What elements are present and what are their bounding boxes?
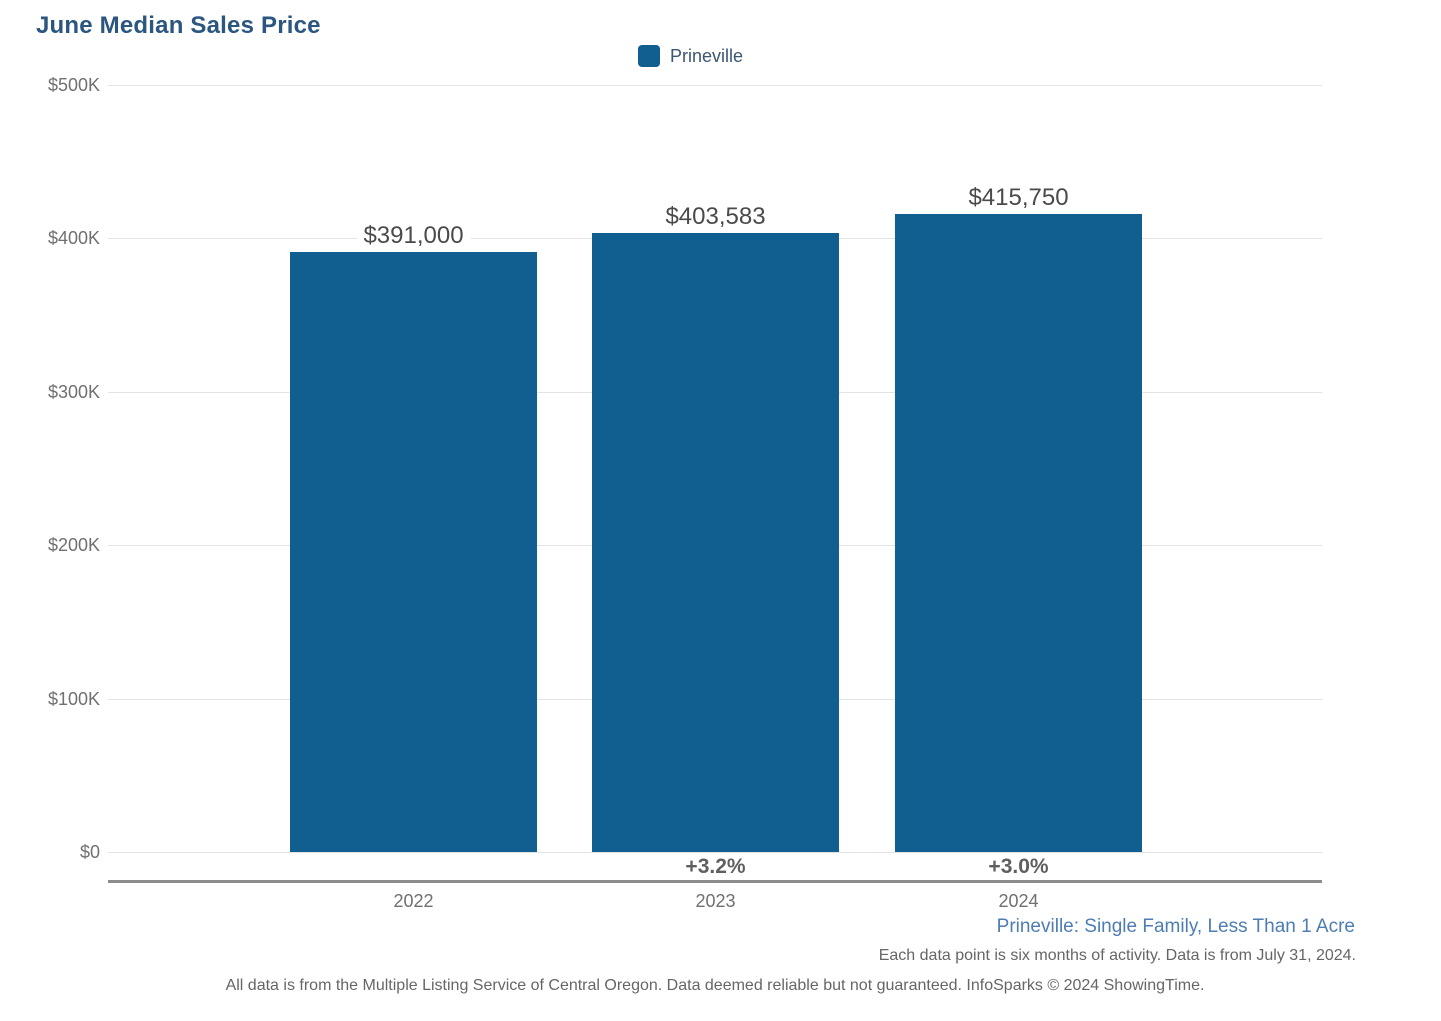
y-tick-200k: $200K xyxy=(47,535,100,556)
legend-label: Prineville xyxy=(670,45,744,66)
bar-2024[interactable] xyxy=(895,214,1142,852)
y-tick-300k: $300K xyxy=(47,381,100,402)
bar-value-2023: $403,583 xyxy=(658,202,773,231)
bar-2023[interactable] xyxy=(592,232,839,852)
x-tick-2024: 2024 xyxy=(998,891,1039,911)
bar-value-2022: $391,000 xyxy=(356,222,471,251)
data-note: Each data point is six months of activit… xyxy=(878,947,1356,964)
y-tick-100k: $100K xyxy=(47,688,100,709)
disclaimer-note: All data is from the Multiple Listing Se… xyxy=(225,977,1205,994)
gridline-0 xyxy=(108,852,1322,853)
chart-title: June Median Sales Price xyxy=(36,12,321,39)
legend-swatch-icon xyxy=(638,45,660,67)
pct-change-2023: +3.2% xyxy=(685,855,746,878)
legend-item-prineville[interactable]: Prineville xyxy=(638,45,743,67)
y-tick-0: $0 xyxy=(79,842,100,862)
gridline-500k xyxy=(108,85,1322,86)
bar-2022[interactable] xyxy=(290,252,537,852)
bar-value-2024: $415,750 xyxy=(961,184,1076,213)
x-tick-2023: 2023 xyxy=(695,891,736,911)
y-tick-500k: $500K xyxy=(47,75,100,95)
x-axis-line xyxy=(108,880,1322,883)
pct-change-2024: +3.0% xyxy=(988,855,1049,878)
x-tick-2022: 2022 xyxy=(393,891,434,911)
y-tick-400k: $400K xyxy=(47,228,100,249)
series-note: Prineville: Single Family, Less Than 1 A… xyxy=(996,916,1355,937)
